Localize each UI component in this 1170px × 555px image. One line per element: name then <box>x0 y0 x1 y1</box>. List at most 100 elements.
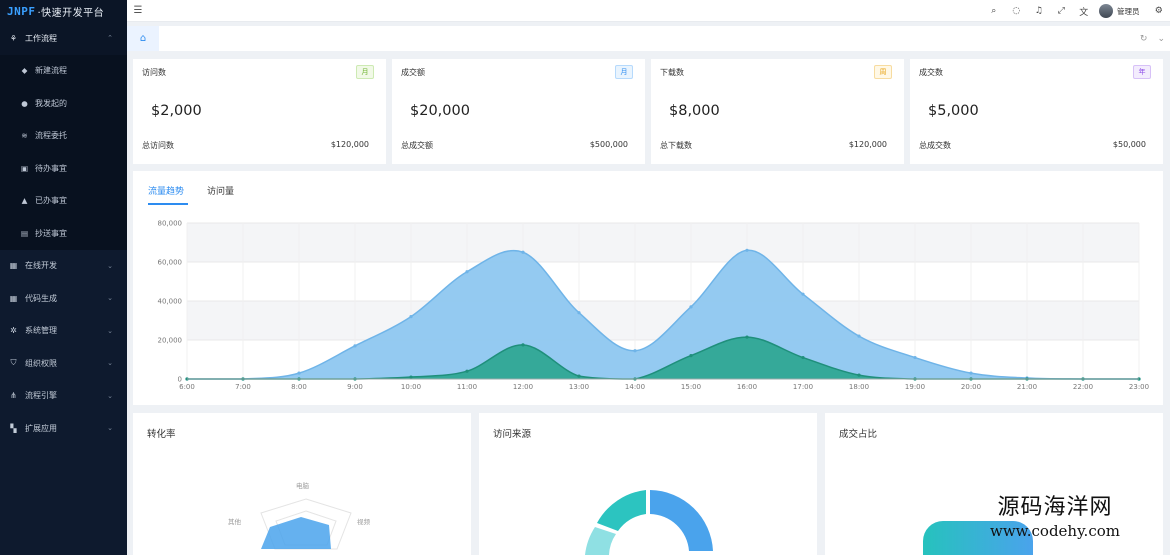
watermark: 源码海洋网 www.codehy.com <box>955 494 1155 540</box>
pie-slice <box>923 521 1033 555</box>
sidebar-item-workflow[interactable]: ⚘ 工作流程 ⌃ <box>0 22 127 55</box>
fullscreen-icon[interactable]: ⤢ <box>1057 6 1065 16</box>
data-point <box>577 311 581 315</box>
chevron-down-icon: ⌄ <box>107 294 113 303</box>
sidebar-item-my-started[interactable]: ● 我发起的 <box>0 87 127 120</box>
sidebar-item-done[interactable]: ▲ 已办事宜 <box>0 185 127 218</box>
sidebar-item-flow-engine[interactable]: ⋔ 流程引擎 ⌄ <box>0 380 127 413</box>
data-point <box>409 315 413 319</box>
refresh-icon[interactable]: ↻ <box>1139 33 1148 44</box>
x-tick-label: 15:00 <box>681 383 701 391</box>
sidebar-item-system[interactable]: ✲ 系统管理 ⌄ <box>0 315 127 348</box>
sidebar-item-label: 系统管理 <box>25 326 57 336</box>
donut-slice <box>585 527 616 555</box>
data-point <box>465 270 469 274</box>
stat-total-label: 总访问数 <box>142 141 174 150</box>
panel-conversion: 转化率 电脑 其他 视频 <box>133 413 471 555</box>
x-tick-label: 6:00 <box>179 383 195 391</box>
sidebar-item-code-gen[interactable]: ▦ 代码生成 ⌄ <box>0 282 127 315</box>
y-tick-label: 20,000 <box>158 337 183 345</box>
traffic-chart-card: 流量趋势 访问量 0 20,000 40,000 60,000 80,000 6:00 7:… <box>133 171 1163 405</box>
data-point <box>745 248 749 252</box>
data-point <box>913 355 917 360</box>
x-tick-label: 22:00 <box>1073 383 1093 391</box>
stat-card-deals: 成交数 年 $5,000 总成交数 $50,000 <box>910 59 1163 164</box>
data-point <box>297 371 301 375</box>
header-actions: ⌕ ◌ ♫ ⤢ 文 管理员 ⚙ <box>983 0 1170 22</box>
translate-icon[interactable]: 文 <box>1079 7 1089 18</box>
data-point <box>689 354 693 358</box>
x-tick-label: 17:00 <box>793 383 813 391</box>
stat-total-label: 总下载数 <box>660 141 692 150</box>
stat-value: $5,000 <box>928 103 979 119</box>
sidebar-item-new-flow[interactable]: ◆ 新建流程 <box>0 55 127 88</box>
radar-label: 其他 <box>228 517 242 526</box>
stat-title: 成交数 <box>919 68 943 77</box>
data-point <box>801 292 805 296</box>
chevron-down-icon: ⌄ <box>107 391 113 400</box>
sidebar-item-label: 抄送事宜 <box>35 228 67 238</box>
sidebar-item-label: 在线开发 <box>25 261 57 271</box>
stat-total-label: 总成交额 <box>401 141 433 150</box>
active-tab-indicator <box>148 203 188 205</box>
stat-title: 访问数 <box>142 68 166 77</box>
x-tick-label: 19:00 <box>905 383 925 391</box>
x-tick-label: 13:00 <box>569 383 589 391</box>
menu-toggle-icon[interactable]: ☰ <box>133 5 143 16</box>
tab-visits[interactable]: 访问量 <box>207 187 235 197</box>
data-point <box>969 371 973 375</box>
sidebar-item-online-dev[interactable]: ▦ 在线开发 ⌄ <box>0 250 127 283</box>
sidebar-item-label: 流程引擎 <box>25 391 57 401</box>
x-tick-label: 11:00 <box>457 383 477 391</box>
user-icon: ● <box>21 98 28 108</box>
series-area <box>187 337 1139 379</box>
sidebar-item-label: 待办事宜 <box>35 163 67 173</box>
sidebar-item-label: 新建流程 <box>35 66 67 76</box>
sidebar-item-apps[interactable]: ▚ 扩展应用 ⌄ <box>0 412 127 445</box>
home-icon[interactable]: ⌂ <box>127 26 159 51</box>
x-tick-label: 18:00 <box>849 383 869 391</box>
sidebar-item-label: 扩展应用 <box>25 423 57 433</box>
stat-total-value: $120,000 <box>330 140 369 149</box>
data-point <box>465 369 469 373</box>
stat-card-downloads: 下载数 周 $8,000 总下载数 $120,000 <box>651 59 904 164</box>
data-point <box>353 344 357 348</box>
sidebar-item-org-permission[interactable]: ⛉ 组织权限 ⌄ <box>0 347 127 380</box>
chevron-down-icon[interactable]: ⌄ <box>1157 33 1165 44</box>
bell-icon[interactable]: ♫ <box>1034 6 1043 16</box>
side-menu: ⚘ 工作流程 ⌃ ◆ 新建流程 ● 我发起的 ≋ 流程委托 ▣ 待办事宜 ▲ <box>0 22 127 445</box>
cc-icon: ▤ <box>20 228 29 238</box>
top-bar: ☰ ⌕ ◌ ♫ ⤢ 文 管理员 ⚙ <box>127 0 1170 22</box>
message-icon[interactable]: ◌ <box>1012 6 1021 16</box>
workflow-submenu: ◆ 新建流程 ● 我发起的 ≋ 流程委托 ▣ 待办事宜 ▲ 已办事宜 ▤ 抄送事… <box>0 54 127 250</box>
sidebar-item-cc[interactable]: ▤ 抄送事宜 <box>0 217 127 250</box>
sidebar-item-label: 我发起的 <box>35 98 67 108</box>
chevron-down-icon: ⌄ <box>107 326 113 335</box>
stat-total-value: $50,000 <box>1112 140 1146 149</box>
donut-slice <box>650 490 713 551</box>
radar-area <box>261 517 331 549</box>
sidebar-item-delegate[interactable]: ≋ 流程委托 <box>0 120 127 153</box>
data-point <box>801 355 805 360</box>
x-tick-label: 10:00 <box>401 383 421 391</box>
search-icon[interactable]: ⌕ <box>991 6 997 16</box>
radar-label: 视频 <box>357 517 371 526</box>
x-tick-label: 9:00 <box>347 383 363 391</box>
workflow-icon: ⚘ <box>9 33 18 43</box>
y-tick-label: 80,000 <box>158 220 183 228</box>
system-icon: ✲ <box>10 326 17 336</box>
chevron-up-icon: ⌃ <box>107 34 113 43</box>
data-point <box>689 305 693 309</box>
y-tick-label: 60,000 <box>158 259 183 267</box>
stat-value: $20,000 <box>410 103 470 119</box>
tab-traffic-trend[interactable]: 流量趋势 <box>148 187 185 197</box>
donut-chart <box>585 490 713 555</box>
app-logo[interactable]: JNPF ·快速开发平台 <box>0 0 127 22</box>
sidebar-item-todo[interactable]: ▣ 待办事宜 <box>0 152 127 185</box>
page-tabs: ⌂ ↻ ⌄ <box>127 26 1170 51</box>
chevron-down-icon: ⌄ <box>107 359 113 368</box>
gear-icon[interactable]: ⚙ <box>1154 6 1163 16</box>
x-tick-label: 16:00 <box>737 383 757 391</box>
area-chart: 0 20,000 40,000 60,000 80,000 6:00 7:00 8:00 9:0… <box>158 220 1150 392</box>
user-menu[interactable]: 管理员 <box>1099 4 1140 18</box>
